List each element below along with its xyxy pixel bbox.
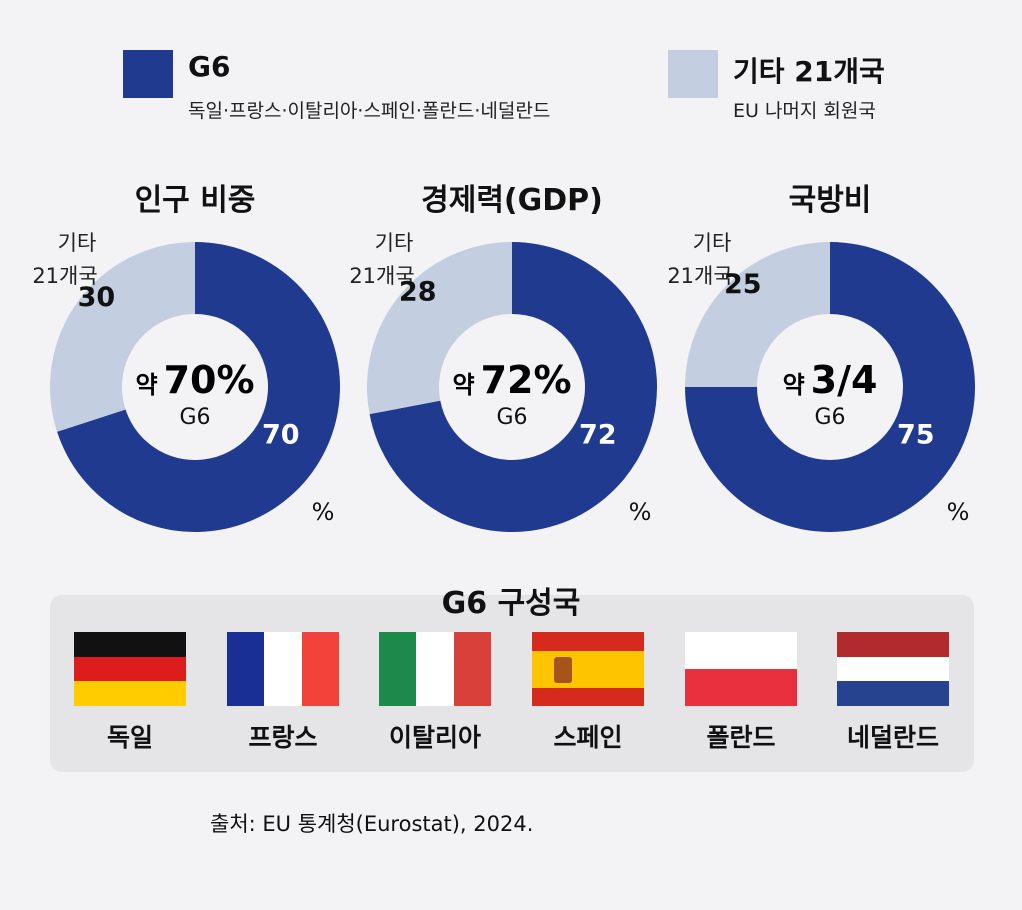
value-label-g6: 75 xyxy=(897,420,935,451)
flag-germany xyxy=(74,632,186,707)
donut-slice-other xyxy=(685,242,830,387)
center-label: G6 xyxy=(814,405,845,430)
donut-slice-g6 xyxy=(369,242,657,532)
chart-title: 국방비 xyxy=(789,183,872,218)
legend-title-g6: G6 xyxy=(188,50,231,83)
other-label: 기타 xyxy=(58,231,97,255)
country-name: 폴란드 xyxy=(706,723,776,752)
donut-slice-other xyxy=(49,241,196,432)
unit-label: % xyxy=(629,498,652,526)
legend-swatch-other xyxy=(668,50,718,98)
value-label-other: 28 xyxy=(399,277,437,308)
chart-title: 인구 비중 xyxy=(135,183,256,218)
members-title: G6 구성국 xyxy=(441,586,581,621)
other-label: 21개국 xyxy=(667,264,732,288)
center-label: G6 xyxy=(496,405,527,430)
flag-spain xyxy=(532,632,644,706)
flag-netherlands xyxy=(837,632,949,707)
center-number: 70% xyxy=(164,358,255,402)
flag-france xyxy=(227,632,339,706)
center-label: G6 xyxy=(179,405,210,430)
country-name: 독일 xyxy=(106,723,153,752)
other-label: 기타 xyxy=(693,231,732,255)
center-value: 약 3/4 xyxy=(783,358,878,402)
country-name: 스페인 xyxy=(553,723,623,752)
center-number: 3/4 xyxy=(811,358,878,402)
center-number: 72% xyxy=(481,358,572,402)
center-value: 약 70% xyxy=(135,358,254,402)
country-name: 이탈리아 xyxy=(388,723,481,752)
legend-title-other: 기타 21개국 xyxy=(733,55,885,88)
other-label: 기타 xyxy=(375,231,414,255)
other-label: 21개국 xyxy=(349,264,414,288)
flag-poland xyxy=(685,632,797,706)
legend-swatch-g6 xyxy=(123,50,173,98)
unit-label: % xyxy=(312,498,335,526)
country-name: 프랑스 xyxy=(248,723,318,752)
other-label: 21개국 xyxy=(32,264,97,288)
donut-slice-other xyxy=(367,242,512,415)
center-value: 약 72% xyxy=(452,358,571,402)
unit-label: % xyxy=(947,498,970,526)
center-prefix: 약 xyxy=(783,371,805,399)
source-note: 출처: EU 통계청(Eurostat), 2024. xyxy=(210,812,534,836)
value-label-g6: 72 xyxy=(579,420,617,451)
country-name: 네덜란드 xyxy=(846,723,939,752)
value-label-g6: 70 xyxy=(262,420,300,451)
center-prefix: 약 xyxy=(135,371,157,399)
flag-italy xyxy=(379,632,491,706)
value-label-other: 30 xyxy=(78,282,116,313)
legend-subtitle-other: EU 나머지 회원국 xyxy=(733,100,876,122)
members-panel xyxy=(50,595,974,772)
value-label-other: 25 xyxy=(724,269,762,300)
chart-title: 경제력(GDP) xyxy=(421,183,603,218)
legend-subtitle-g6: 독일·프랑스·이탈리아·스페인·폴란드·네덜란드 xyxy=(188,100,551,122)
center-prefix: 약 xyxy=(452,371,474,399)
donut-slice-g6 xyxy=(57,242,340,532)
donut-slice-g6 xyxy=(685,242,975,532)
